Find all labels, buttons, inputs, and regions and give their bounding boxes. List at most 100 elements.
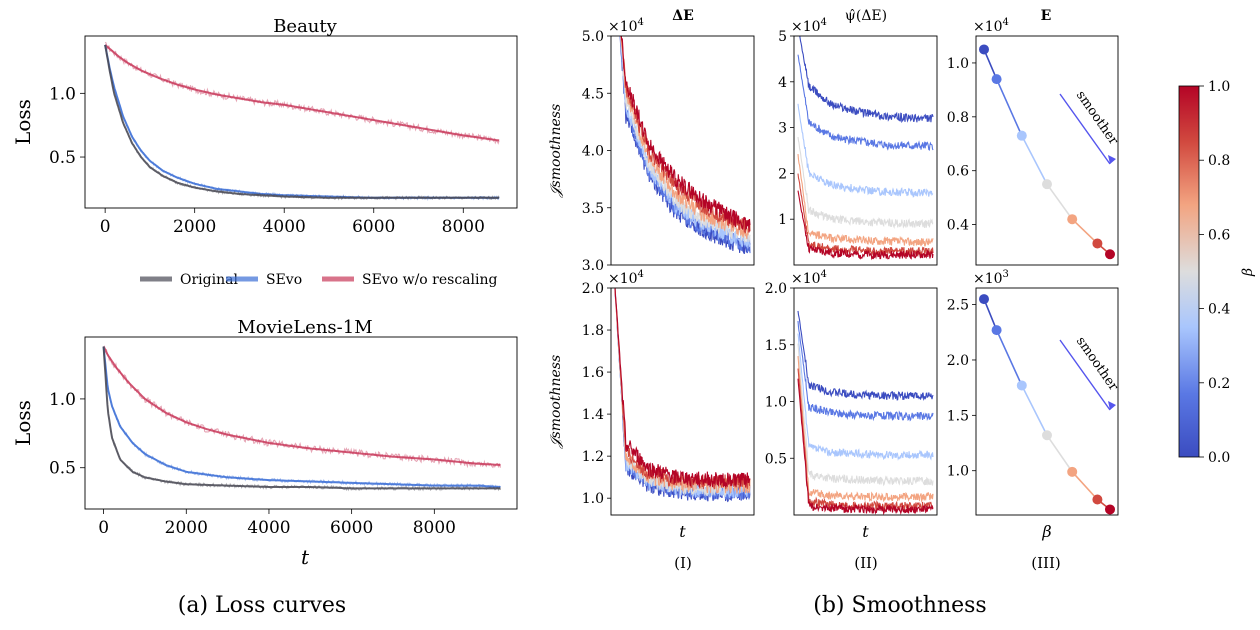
y-tick-label: 4.0 (582, 144, 604, 160)
y-tick-label: 1.8 (582, 323, 604, 339)
energy-segment (983, 49, 998, 80)
smoother-arrow (1059, 339, 1111, 411)
colorbar-tick-label: 0.2 (1208, 376, 1230, 392)
y-tick-label: 5.0 (582, 29, 604, 45)
y-tick-label: 3.0 (582, 258, 604, 274)
axis-multiplier: ×104 (608, 17, 644, 35)
axis-multiplier: ×103 (973, 269, 1009, 287)
colorbar-tick-label: 1.0 (1208, 79, 1230, 95)
energy-panel: 1.0 1.5 2.0 2.5×103 smoother β (947, 269, 1122, 541)
energy-point (1016, 380, 1027, 391)
smoothness-panel: 1 2 3 4 5×104 (778, 17, 934, 261)
y-tick-label: 0.6 (947, 164, 969, 180)
axis-multiplier: ×104 (791, 17, 827, 35)
y-tick-label: 1.5 (765, 338, 787, 354)
beauty-axes-frame (84, 35, 518, 209)
loss-series-line (102, 346, 501, 466)
axis-multiplier-exponent: 4 (638, 17, 644, 28)
colorbar: β (1178, 85, 1256, 458)
loss-x-tick-label: 6000 (352, 217, 395, 237)
loss-series-noise (103, 345, 502, 469)
y-tick-label: 2 (778, 166, 787, 182)
movielens-title: MovieLens-1M (237, 317, 372, 338)
loss-y-tick-label: 0.5 (49, 148, 76, 168)
energy-point (1092, 238, 1103, 249)
smoothness-panel: 1.0 1.2 1.4 1.6 1.8 2.0×104 𝒥smoothness t (548, 269, 751, 541)
loss-x-tick-label: 0 (98, 518, 109, 538)
caption-a: (a) Loss curves (178, 593, 346, 618)
colorbar-label: β (1240, 268, 1256, 277)
smoothness-series (620, 36, 751, 233)
smoothness-series (797, 378, 934, 515)
smoothness-series (614, 288, 751, 490)
smoothness-series (797, 190, 934, 261)
energy-point (1042, 430, 1052, 441)
energy-point (979, 294, 989, 305)
panel-psi-title: ψ̂(ΔE) (845, 8, 887, 24)
loss-x-tick-label: 0 (100, 217, 111, 237)
smoothness-series (797, 343, 934, 487)
panel-lines (797, 36, 934, 261)
loss-series-line (102, 346, 501, 488)
loss-x-tick-label: 4000 (263, 217, 306, 237)
loss-series-noise (103, 346, 501, 490)
smoothness-axes-frame (793, 287, 938, 516)
loss-x-axis-label: t (301, 545, 310, 569)
energy-point (1105, 249, 1115, 260)
energy-segment (1021, 385, 1048, 436)
y-tick-label: 2.5 (947, 298, 969, 314)
y-tick-label: 3.5 (582, 201, 604, 217)
smoother-arrow (1059, 93, 1111, 165)
caption-b: (b) Smoothness (813, 593, 986, 618)
y-tick-label: 1.4 (582, 407, 604, 423)
smoother-arrowhead (1108, 155, 1116, 164)
loss-y-axis-label: Loss (11, 400, 35, 446)
axis-multiplier: ×104 (973, 17, 1009, 35)
panel-lines (614, 288, 751, 503)
smoothness-series (797, 333, 934, 461)
loss-x-tick-label: 8000 (413, 518, 456, 538)
y-tick-label: 1.0 (947, 56, 969, 72)
loss-x-tick-label: 4000 (247, 518, 290, 538)
panel-lines (619, 36, 751, 255)
y-tick-label: 4 (778, 75, 787, 91)
energy-point (1042, 179, 1052, 190)
legend-label-original: Original (180, 272, 238, 288)
smoothness-series (797, 103, 934, 198)
legend-label-sevo-wo: SEvo w/o rescaling (362, 272, 497, 288)
smoothness-series (797, 320, 934, 422)
smoother-annotation: smoother (1073, 88, 1121, 148)
loss-series-noise (103, 346, 501, 492)
y-axis-label: 𝒥smoothness (548, 104, 564, 198)
loss-series-line (104, 44, 500, 142)
energy-point (1092, 494, 1103, 505)
x-axis-label: t (862, 522, 869, 541)
colorbar-tick-label: 0.0 (1208, 450, 1230, 466)
energy-point (1016, 130, 1027, 141)
loss-x-tick-label: 2000 (165, 518, 208, 538)
subfig-label-3: (III) (1031, 554, 1060, 572)
y-tick-label: 1.5 (947, 408, 969, 424)
colorbar-gradient (1178, 85, 1200, 458)
loss-y-axis-label: Loss (11, 99, 35, 145)
subfig-label-2: (II) (854, 554, 878, 572)
y-tick-label: 2.0 (765, 281, 787, 297)
smoother-arrowhead (1108, 401, 1116, 410)
y-tick-label: 1 (778, 212, 787, 228)
energy-point (991, 74, 1002, 85)
smoothness-axes-frame (793, 35, 938, 266)
loss-x-tick-label: 8000 (442, 217, 485, 237)
loss-series-line (102, 346, 501, 490)
smoothness-series (797, 356, 934, 503)
energy-point (991, 325, 1002, 336)
smoothness-series (614, 288, 751, 488)
loss-y-tick-label: 1.0 (49, 84, 76, 104)
beauty-title: Beauty (273, 16, 337, 37)
energy-axes-frame (975, 287, 1119, 516)
loss-series-line (104, 44, 500, 199)
y-tick-label: 1.0 (765, 395, 787, 411)
axis-multiplier-exponent: 3 (1003, 269, 1009, 280)
legend: Original SEvo SEvo w/o rescaling (140, 272, 497, 288)
